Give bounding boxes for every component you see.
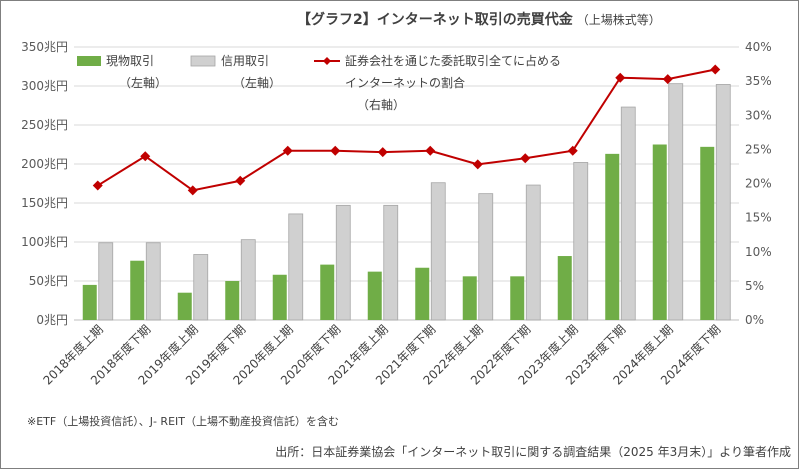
legend-label-margin-axis: （左軸） <box>233 75 281 90</box>
ratio-point <box>282 145 293 156</box>
legend-label-ratio: 証券会社を通じた委託取引全てに占める <box>345 53 561 68</box>
bar-margin <box>240 239 256 321</box>
bar-margin <box>145 242 161 321</box>
bar-margin <box>573 162 589 321</box>
right-tick-label: 5% <box>745 279 764 293</box>
chart-subtitle: （上場株式等） <box>577 12 661 27</box>
legend-label-ratio-line2: インターネットの割合 <box>345 75 465 90</box>
legend-marker-ratio <box>323 57 331 65</box>
source-note: 出所：日本証券業協会「インターネット取引に関する調査結果（2025 年3月末）」… <box>275 444 791 459</box>
bar-margin <box>193 254 209 321</box>
bar-spot <box>605 153 620 320</box>
left-tick-label: 300兆円 <box>21 79 68 93</box>
ratio-point <box>235 175 246 186</box>
right-tick-label: 10% <box>745 245 772 259</box>
left-tick-label: 50兆円 <box>29 274 68 288</box>
bar-spot <box>652 144 667 320</box>
right-tick-label: 0% <box>745 313 764 327</box>
ratio-point <box>567 145 578 156</box>
left-tick-label: 350兆円 <box>21 40 68 54</box>
footnote: ※ETF（上場投資信託）、J‐ REIT（上場不動産投資信託）を含む <box>27 414 339 428</box>
bar-spot <box>320 264 335 320</box>
gridlines <box>74 46 739 321</box>
bar-spot <box>415 267 430 320</box>
ratio-point <box>330 145 341 156</box>
bar-spot <box>462 276 477 320</box>
ratio-point <box>92 180 103 191</box>
left-tick-label: 200兆円 <box>21 157 68 171</box>
left-tick-label: 250兆円 <box>21 118 68 132</box>
chart-title: 【グラフ2】インターネット取引の売買代金 <box>297 11 574 28</box>
bar-spot <box>367 271 382 320</box>
ratio-point <box>615 72 626 83</box>
right-tick-label: 30% <box>745 108 772 122</box>
left-tick-label: 100兆円 <box>21 235 68 249</box>
ratio-point <box>472 159 483 170</box>
legend-label-ratio-axis: （右軸） <box>357 97 405 112</box>
ratio-point <box>425 145 436 156</box>
right-tick-label: 20% <box>745 177 772 191</box>
bar-margin <box>430 182 446 321</box>
bar-spot <box>82 284 97 320</box>
bar-margin <box>668 83 684 321</box>
bar-margin <box>335 204 351 321</box>
legend-label-spot: 現物取引 <box>106 54 154 68</box>
legend-swatch-margin <box>190 55 216 67</box>
left-axis-ticks: 0兆円 50兆円 100兆円 150兆円 200兆円 250兆円 300兆円 350兆円 <box>21 40 68 327</box>
ratio-point <box>140 151 151 162</box>
bars <box>82 83 731 321</box>
bar-margin <box>98 242 114 321</box>
ratio-point <box>520 153 531 164</box>
bar-spot <box>130 260 145 320</box>
bar-spot <box>177 292 192 320</box>
left-tick-label: 0兆円 <box>36 313 68 327</box>
bar-spot <box>557 256 572 320</box>
right-tick-label: 25% <box>745 142 772 156</box>
x-axis-labels: 2018年度上期2018年度下期2019年度上期2019年度下期2020年度上期… <box>40 322 724 388</box>
right-tick-label: 40% <box>745 40 772 54</box>
ratio-point <box>187 185 198 196</box>
bar-margin <box>620 106 636 321</box>
legend-swatch-spot <box>77 56 101 66</box>
right-tick-label: 15% <box>745 211 772 225</box>
ratio-point <box>662 74 673 85</box>
ratio-line <box>92 64 721 196</box>
bar-margin <box>383 204 399 321</box>
bar-margin <box>288 213 304 321</box>
ratio-point <box>377 147 388 158</box>
bar-margin <box>478 193 494 321</box>
bar-spot <box>225 281 240 320</box>
bar-spot <box>510 276 525 320</box>
legend-label-margin: 信用取引 <box>221 54 269 68</box>
right-axis-ticks: 0% 5% 10% 15% 20% 25% 30% 35% 40% <box>745 40 772 327</box>
bar-spot <box>272 274 287 320</box>
ratio-point <box>710 64 721 75</box>
legend: 現物取引 （左軸） 信用取引 （左軸） 証券会社を通じた委託取引全てに占める イ… <box>77 53 561 112</box>
bar-margin <box>715 84 731 321</box>
legend-label-spot-axis: （左軸） <box>119 75 167 90</box>
bar-spot <box>700 146 715 320</box>
left-tick-label: 150兆円 <box>21 196 68 210</box>
bar-margin <box>525 184 541 321</box>
ratio-polyline <box>97 68 716 192</box>
right-tick-label: 35% <box>745 74 772 88</box>
